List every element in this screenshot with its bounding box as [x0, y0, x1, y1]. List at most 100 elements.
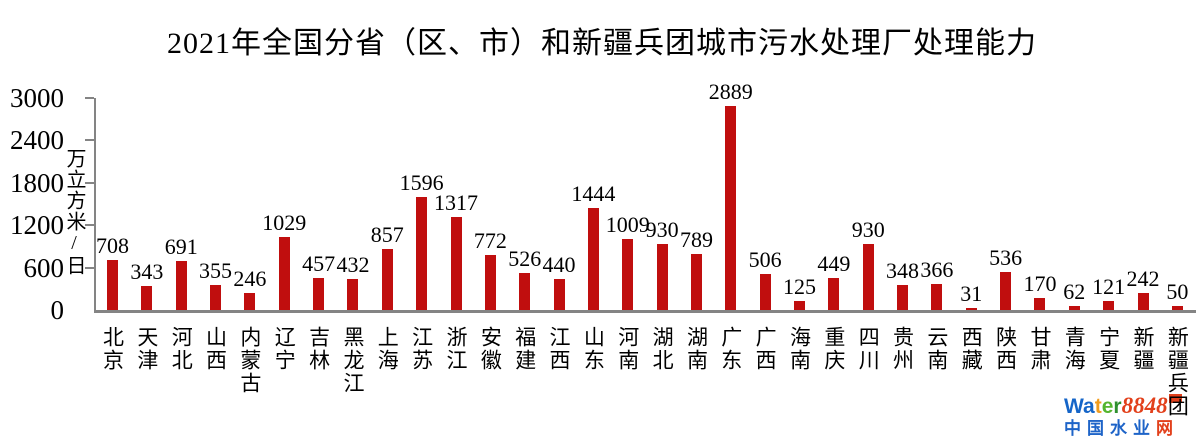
- bar: [210, 285, 222, 310]
- watermark-badge: [1168, 394, 1182, 403]
- bar-value-label: 50: [1166, 279, 1189, 304]
- x-tick-label: 云南: [924, 326, 949, 372]
- x-tick-label: 天津: [134, 326, 159, 372]
- x-tick-label: 山东: [581, 326, 606, 372]
- bar-value-label: 930: [851, 217, 885, 242]
- x-tick-label: 海南: [787, 326, 812, 372]
- x-tick-label: 西藏: [959, 326, 984, 372]
- bar-value-label: 432: [336, 252, 370, 277]
- watermark: Water8848 中国水业网: [1064, 394, 1182, 437]
- x-tick-label: 广西: [753, 326, 778, 372]
- watermark-letter: 8848: [1121, 393, 1168, 418]
- bar: [622, 239, 634, 310]
- y-tick-mark: [85, 266, 94, 269]
- x-tick-label: 陕西: [993, 326, 1018, 372]
- bar-value-label: 170: [1023, 271, 1057, 296]
- bar: [759, 274, 771, 310]
- bar-value-label: 708: [96, 233, 129, 258]
- chart-title: 2021年全国分省（区、市）和新疆兵团城市污水处理厂处理能力: [167, 27, 1037, 60]
- bar: [519, 273, 531, 310]
- bar-value-label: 457: [302, 251, 336, 276]
- bar-value-label: 1444: [571, 181, 616, 206]
- bar-value-label: 789: [679, 227, 713, 252]
- watermark-letter: t: [1094, 395, 1102, 418]
- bar-value-label: 1009: [605, 212, 650, 237]
- bar: [965, 308, 977, 310]
- bar: [278, 237, 290, 310]
- bar-value-label: 1596: [399, 170, 444, 195]
- y-axis: [94, 98, 96, 313]
- watermark-subtitle-char: 业: [1133, 419, 1156, 438]
- bar: [553, 279, 565, 310]
- y-tick-label: 1800: [10, 167, 64, 198]
- bar-value-label: 242: [1126, 266, 1160, 291]
- bar: [897, 285, 909, 310]
- bar: [175, 261, 187, 310]
- watermark-subtitle-char: 网: [1156, 419, 1179, 438]
- bar: [587, 208, 599, 310]
- x-tick-label: 青海: [1062, 326, 1087, 372]
- x-tick-label: 湖北: [650, 326, 675, 372]
- bar-value-label: 536: [989, 245, 1023, 270]
- watermark-letter: r: [1113, 395, 1122, 418]
- x-tick-label: 江苏: [409, 326, 434, 372]
- bar-value-label: 772: [473, 228, 507, 253]
- bar: [690, 254, 702, 310]
- watermark-brand: Water8848: [1064, 394, 1182, 417]
- bar: [313, 278, 325, 310]
- bar: [1068, 306, 1080, 310]
- x-tick-label: 上海: [375, 326, 400, 372]
- x-tick-label: 重庆: [821, 326, 846, 372]
- bar: [141, 286, 153, 310]
- watermark-subtitle-char: 中: [1064, 419, 1087, 438]
- bar: [1000, 272, 1012, 310]
- x-tick-label: 新疆兵团: [1165, 326, 1190, 418]
- x-tick-label: 贵州: [890, 326, 915, 372]
- bar-value-label: 121: [1092, 274, 1126, 299]
- bar: [450, 217, 462, 310]
- x-tick-label: 河北: [169, 326, 194, 372]
- bar-value-label: 691: [164, 234, 198, 259]
- y-axis-unit-label: 万立方米/日: [63, 148, 85, 276]
- bar-value-label: 1029: [262, 210, 307, 235]
- x-tick-label: 辽宁: [272, 326, 297, 372]
- bar: [484, 255, 496, 310]
- x-tick-label: 安徽: [478, 326, 503, 372]
- y-tick-label: 3000: [10, 83, 64, 113]
- bar: [416, 197, 428, 310]
- bar: [656, 244, 668, 310]
- bar-value-label: 366: [920, 257, 954, 282]
- bar: [347, 279, 359, 310]
- x-tick-label: 内蒙古: [237, 326, 262, 395]
- y-tick-mark: [85, 224, 94, 227]
- bar: [1103, 301, 1115, 310]
- bar-value-label: 526: [508, 246, 542, 271]
- bar-value-label: 930: [645, 217, 679, 242]
- watermark-letter: a: [1083, 395, 1095, 418]
- x-tick-label: 吉林: [306, 326, 331, 372]
- bar-value-label: 449: [817, 251, 851, 276]
- x-tick-label: 甘肃: [1027, 326, 1052, 372]
- x-tick-label: 广东: [718, 326, 743, 372]
- bar-value-label: 343: [130, 259, 164, 284]
- bar-value-label: 2889: [708, 79, 753, 104]
- y-tick-mark: [85, 97, 94, 99]
- watermark-subtitle-char: 水: [1110, 419, 1133, 438]
- bar: [1171, 306, 1183, 310]
- x-tick-label: 黑龙江: [340, 326, 365, 395]
- y-tick-mark: [85, 181, 94, 184]
- x-tick-label: 新疆: [1131, 326, 1155, 372]
- bar: [931, 284, 943, 310]
- y-tick-label: 1200: [10, 210, 64, 241]
- bar: [107, 260, 118, 310]
- bar: [1034, 298, 1046, 310]
- bar: [244, 293, 256, 310]
- bar-value-label: 246: [233, 266, 267, 291]
- bar-value-label: 348: [886, 258, 920, 283]
- watermark-subtitle: 中国水业网: [1064, 420, 1182, 437]
- x-tick-label: 湖南: [684, 326, 709, 372]
- x-tick-label: 江西: [547, 326, 572, 372]
- bar: [1137, 293, 1149, 310]
- bar-value-label: 506: [748, 247, 782, 272]
